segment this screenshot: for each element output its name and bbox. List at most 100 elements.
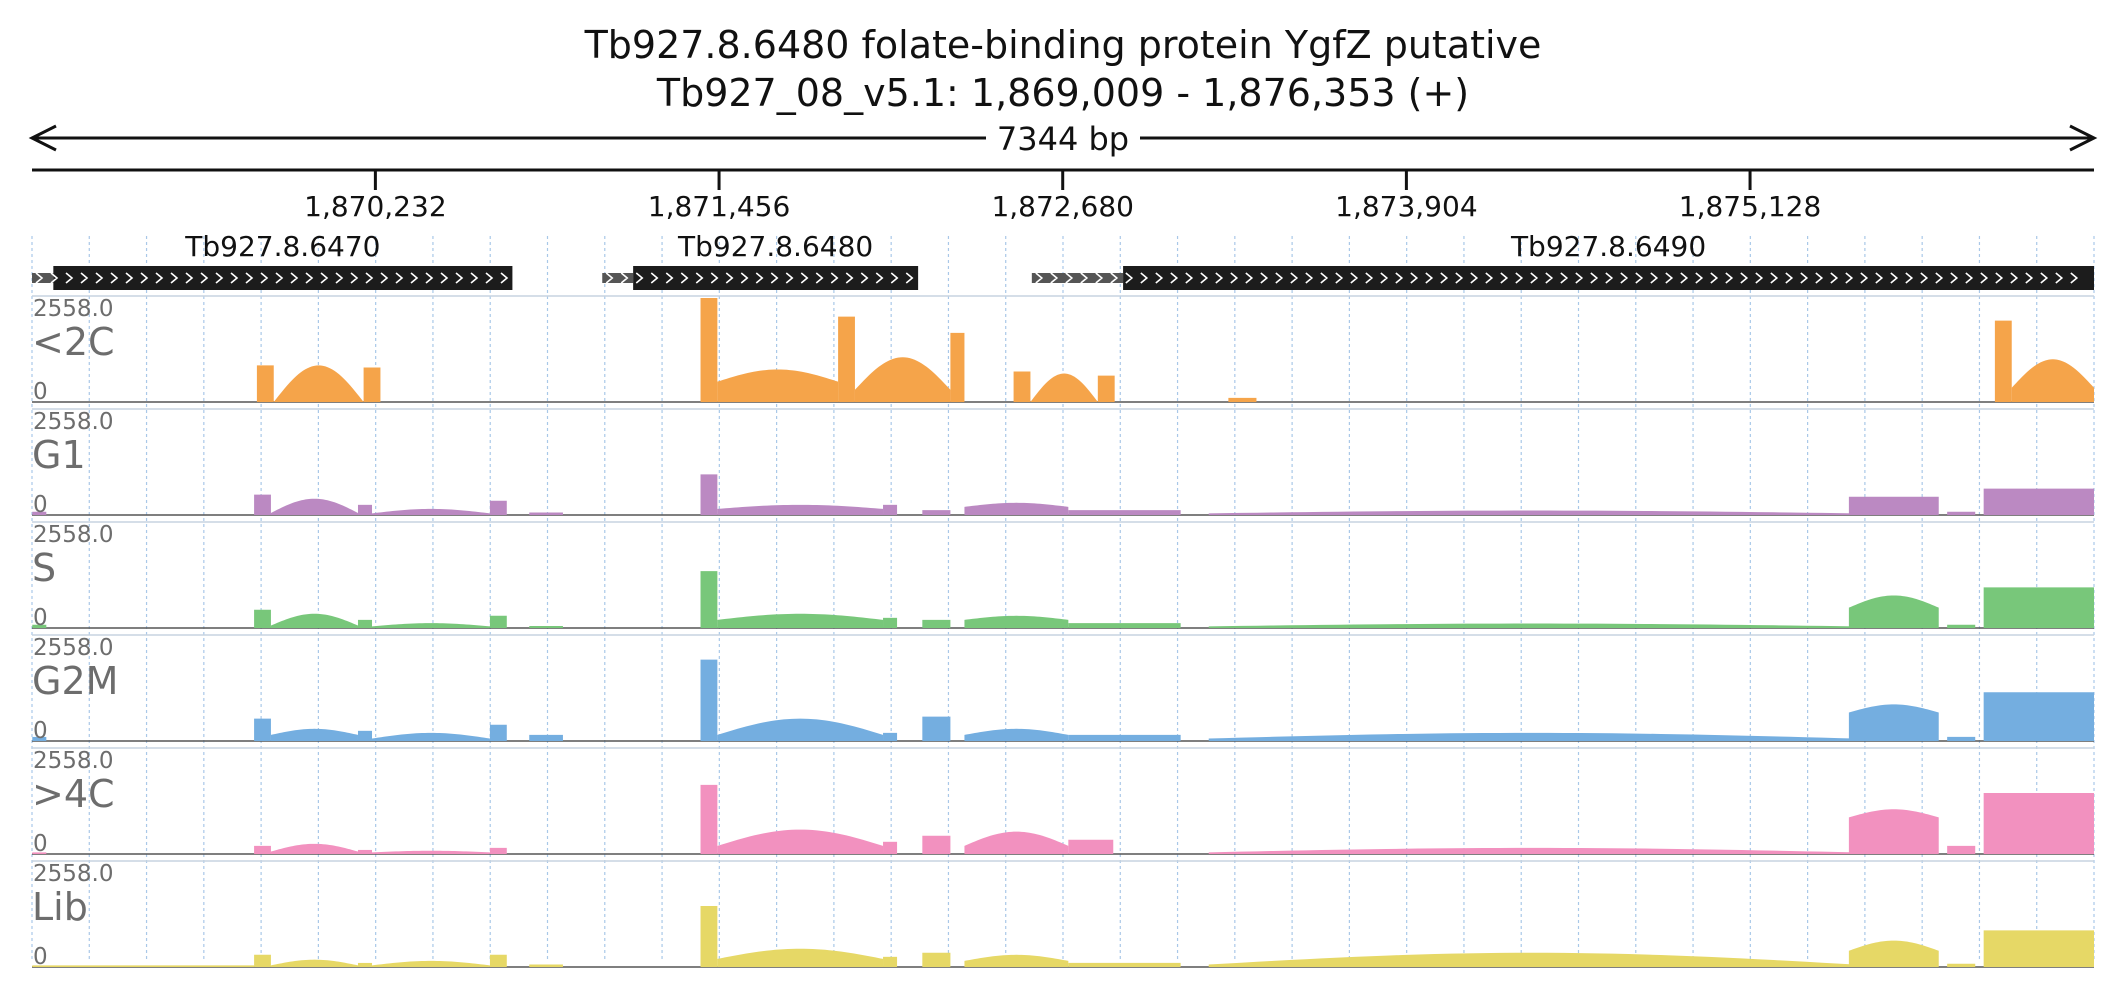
coverage-area [270, 843, 358, 854]
coverage-area [883, 841, 898, 854]
track-ymax-label: 2558.0 [33, 409, 113, 435]
coverage-area [529, 734, 563, 741]
coverage-area [363, 367, 381, 402]
coverage-area [372, 850, 490, 854]
coverage-area [256, 365, 274, 402]
gene-label: Tb927.8.6480 [677, 230, 873, 263]
coverage-track: 2558.0G1 0 [32, 408, 2094, 518]
track-name-label: S [32, 546, 56, 590]
coverage-area [1208, 732, 1855, 741]
gridlines [31, 236, 2095, 962]
coverage-area [1947, 511, 1976, 515]
span-arrowhead-left [28, 124, 57, 152]
coverage-area [964, 728, 1069, 741]
track-ymax-label: 2558.0 [33, 635, 113, 661]
track-name-label: Lib [32, 885, 88, 929]
coverage-track: 2558.0S 0 [32, 521, 2094, 631]
coverage-area [717, 718, 884, 741]
coverage-area [717, 369, 839, 402]
coverage-area [372, 960, 490, 967]
coverage-area [964, 954, 1069, 967]
coverage-area [372, 508, 490, 515]
coverage-area [700, 571, 718, 628]
coverage-area [883, 504, 898, 515]
coverage-area [357, 619, 373, 628]
coverage-area [1068, 623, 1181, 628]
track-ymax-label: 2558.0 [33, 748, 113, 774]
strand-arrows [35, 272, 509, 284]
coverage-area [273, 365, 364, 402]
track-ymin-label: 0 [33, 831, 48, 857]
coverage-area [883, 956, 898, 967]
coverage-area [1983, 930, 2094, 967]
coverage-area [964, 502, 1069, 515]
coverage-area [1994, 320, 2012, 402]
track-ymax-label: 2558.0 [33, 861, 113, 887]
chart-subtitle: Tb927_08_v5.1: 1,869,009 - 1,876,353 (+) [656, 71, 1469, 115]
track-ymax-label: 2558.0 [33, 522, 113, 548]
coverage-area [1848, 704, 1939, 741]
coverage-area [357, 730, 373, 741]
coverage-tracks: 2558.0<2C02558.0G102558.0S02558.0G2M0255… [32, 295, 2094, 970]
coverage-area [922, 835, 951, 854]
coverage-area [254, 494, 271, 515]
coverage-area [1848, 809, 1939, 854]
coverage-area [489, 615, 507, 628]
span-indicator [28, 124, 2098, 152]
track-name-label: G1 [32, 433, 86, 477]
track-ymax-label: 2558.0 [33, 296, 113, 322]
coverage-area [1983, 488, 2094, 515]
coverage-area [964, 615, 1069, 628]
coverage-area [254, 845, 271, 854]
gene-utr [1031, 273, 1124, 283]
coverage-area [1947, 624, 1976, 628]
coverage-area [922, 716, 951, 741]
coverage-area [489, 500, 507, 515]
coverage-area [372, 623, 490, 628]
coverage-area [32, 965, 255, 967]
coverage-area [32, 511, 47, 515]
track-ymin-label: 0 [33, 605, 48, 631]
gene-utr [602, 273, 634, 283]
ruler-tick-label: 1,872,680 [991, 190, 1134, 223]
coverage-area [883, 617, 898, 628]
coverage-area [1947, 845, 1976, 854]
coverage-area [922, 619, 951, 628]
coverage-track: 2558.0<2C 0 [32, 295, 2094, 405]
coverage-area [357, 504, 373, 515]
ruler-tick-label: 1,871,456 [648, 190, 791, 223]
track-name-label: >4C [32, 772, 115, 816]
coverage-area [1848, 496, 1939, 515]
ruler-tick-label: 1,875,128 [1679, 190, 1822, 223]
coverage-area [254, 954, 271, 967]
coverage-area [717, 948, 884, 967]
gene-cds [633, 266, 919, 290]
strand-arrows [605, 272, 914, 284]
coverage-area [922, 952, 951, 967]
coverage-area [717, 613, 884, 628]
coverage-area [1848, 595, 1939, 628]
span-arrowhead-right [2069, 124, 2098, 152]
coverage-area [270, 728, 358, 741]
coverage-area [1228, 397, 1257, 402]
coverage-area [717, 829, 884, 854]
coverage-area [838, 316, 855, 402]
track-name-label: G2M [32, 659, 118, 703]
coverage-area [357, 849, 373, 854]
coverage-area [489, 724, 507, 741]
coverage-area [529, 964, 563, 967]
coordinate-ruler: 1,870,232 1,871,456 1,872,680 1,873,904 1,87… [32, 168, 2094, 223]
coverage-area [1068, 962, 1181, 967]
track-ymin-label: 0 [33, 944, 48, 970]
coverage-area [1848, 940, 1939, 967]
coverage-area [254, 718, 271, 741]
coverage-area [1208, 623, 1855, 628]
coverage-area [529, 512, 563, 515]
coverage-area [950, 332, 965, 402]
coverage-area [1097, 375, 1115, 402]
coverage-area [700, 906, 718, 967]
coverage-area [529, 625, 563, 628]
